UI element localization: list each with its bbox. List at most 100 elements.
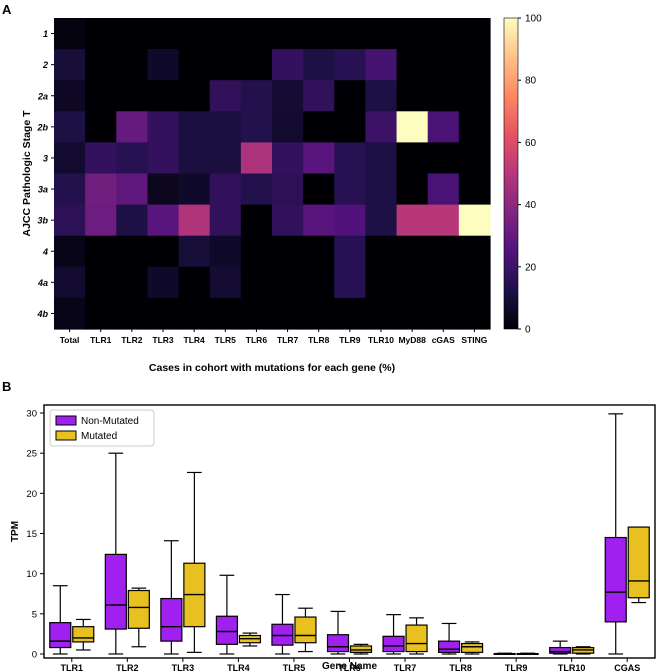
box-non-mutated: [437, 622, 461, 655]
y-tick-label: 3: [43, 153, 48, 163]
heatmap-cell: [427, 266, 460, 299]
colorbar-tick-label: 100: [525, 14, 542, 25]
box-body: [382, 635, 405, 653]
box-non-mutated: [104, 452, 127, 655]
heatmap-cell: [365, 142, 398, 175]
heatmap-cell: [334, 18, 367, 50]
heatmap-cell: [54, 18, 86, 50]
box-body: [72, 626, 95, 643]
heatmap-cell: [365, 80, 398, 112]
heatmap-cell: [458, 297, 491, 330]
box-mutated: [238, 632, 262, 647]
box-non-mutated: [382, 614, 405, 655]
heatmap-cell: [85, 204, 117, 237]
heatmap-cell: [147, 80, 180, 112]
heatmap-cell: [303, 80, 335, 112]
box-mutated: [72, 618, 95, 651]
x-tick-label: TLR3: [152, 335, 174, 345]
heatmap-cell: [240, 173, 273, 206]
heatmap-cell: [427, 173, 460, 206]
heatmap-cell: [365, 297, 398, 330]
x-tick-label: TLR10: [558, 663, 586, 671]
heatmap-cell: [427, 235, 460, 268]
y-tick-label: 25: [26, 449, 37, 460]
heatmap-cell: [85, 111, 117, 143]
heatmap-cell: [272, 173, 304, 206]
box-body: [294, 616, 317, 644]
heatmap-cell: [427, 142, 460, 175]
heatmap-cell: [334, 173, 367, 206]
heatmap-cell: [85, 18, 117, 50]
y-tick-label: 3a: [38, 185, 48, 195]
heatmap-cell: [427, 111, 460, 143]
heatmap-cell: [147, 173, 180, 206]
heatmap-cell: [272, 80, 304, 112]
heatmap-cell: [334, 235, 367, 268]
colorbar-tick-label: 20: [525, 262, 537, 273]
box-mutated: [405, 617, 428, 655]
box-body: [627, 526, 650, 599]
heatmap-cell: [209, 49, 242, 81]
x-tick-label: TLR4: [184, 335, 206, 345]
box-body: [49, 622, 72, 649]
heatmap-cell: [365, 111, 398, 143]
box-non-mutated: [326, 610, 350, 655]
heatmap-cell: [458, 49, 491, 81]
heatmap-cell: [54, 80, 86, 112]
heatmap-cell: [147, 111, 180, 143]
heatmap-cell: [209, 235, 242, 268]
heatmap-cell: [458, 235, 491, 268]
heatmap-cell: [334, 80, 367, 112]
heatmap-cell: [240, 204, 273, 237]
heatmap-cell: [147, 266, 180, 299]
heatmap-cell: [116, 173, 149, 206]
box-body: [127, 589, 150, 629]
heatmap-cell: [365, 204, 398, 237]
heatmap-cell: [54, 142, 86, 175]
x-tick-label: TLR9: [505, 663, 528, 671]
box-mutated: [572, 646, 595, 655]
y-tick-label: 2a: [37, 91, 48, 101]
box-body: [460, 642, 484, 653]
heatmap-cell: [178, 266, 211, 299]
heatmap-cell: [396, 204, 429, 237]
y-axis-label: AJCC Pathologic Stage T: [21, 110, 33, 237]
heatmap-cell: [240, 235, 273, 268]
box-body: [604, 536, 627, 623]
y-tick-label: 4: [42, 247, 48, 257]
heatmap-cell: [272, 111, 304, 143]
y-tick-label: 2: [42, 60, 48, 70]
heatmap-cell: [240, 80, 273, 112]
heatmap-cell: [116, 111, 149, 143]
heatmap-cell: [272, 266, 304, 299]
heatmap-cell: [54, 49, 86, 81]
heatmap-cell: [85, 49, 117, 81]
x-tick-label: TLR1: [61, 663, 84, 671]
box-mutated: [460, 641, 484, 655]
heatmap-cell: [365, 49, 398, 81]
y-tick-label: 20: [26, 489, 37, 500]
heatmap-cell: [303, 204, 335, 237]
colorbar-tick-label: 80: [525, 76, 537, 87]
heatmap-cell: [365, 18, 398, 50]
box-body: [160, 597, 183, 642]
heatmap-cell: [396, 49, 429, 81]
heatmap-cell: [272, 204, 304, 237]
heatmap-cell: [396, 297, 429, 330]
heatmap-cell: [303, 49, 335, 81]
box-body: [271, 623, 294, 646]
colorbar: 0 20 40 60 80 100: [503, 14, 542, 336]
heatmap-cell: [427, 204, 460, 237]
heatmap-cell: [209, 173, 242, 206]
heatmap-cell: [209, 18, 242, 50]
box-body: [405, 624, 428, 653]
heatmap-cell: [116, 49, 149, 81]
heatmap-cell: [427, 49, 460, 81]
heatmap-cell: [303, 18, 335, 50]
x-tick-label: TLR5: [283, 663, 306, 671]
heatmap-cell: [303, 142, 335, 175]
heatmap-cell: [85, 235, 117, 268]
x-tick-label: TLR6: [338, 663, 361, 671]
heatmap-cell: [147, 142, 180, 175]
heatmap-cell: [209, 80, 242, 112]
